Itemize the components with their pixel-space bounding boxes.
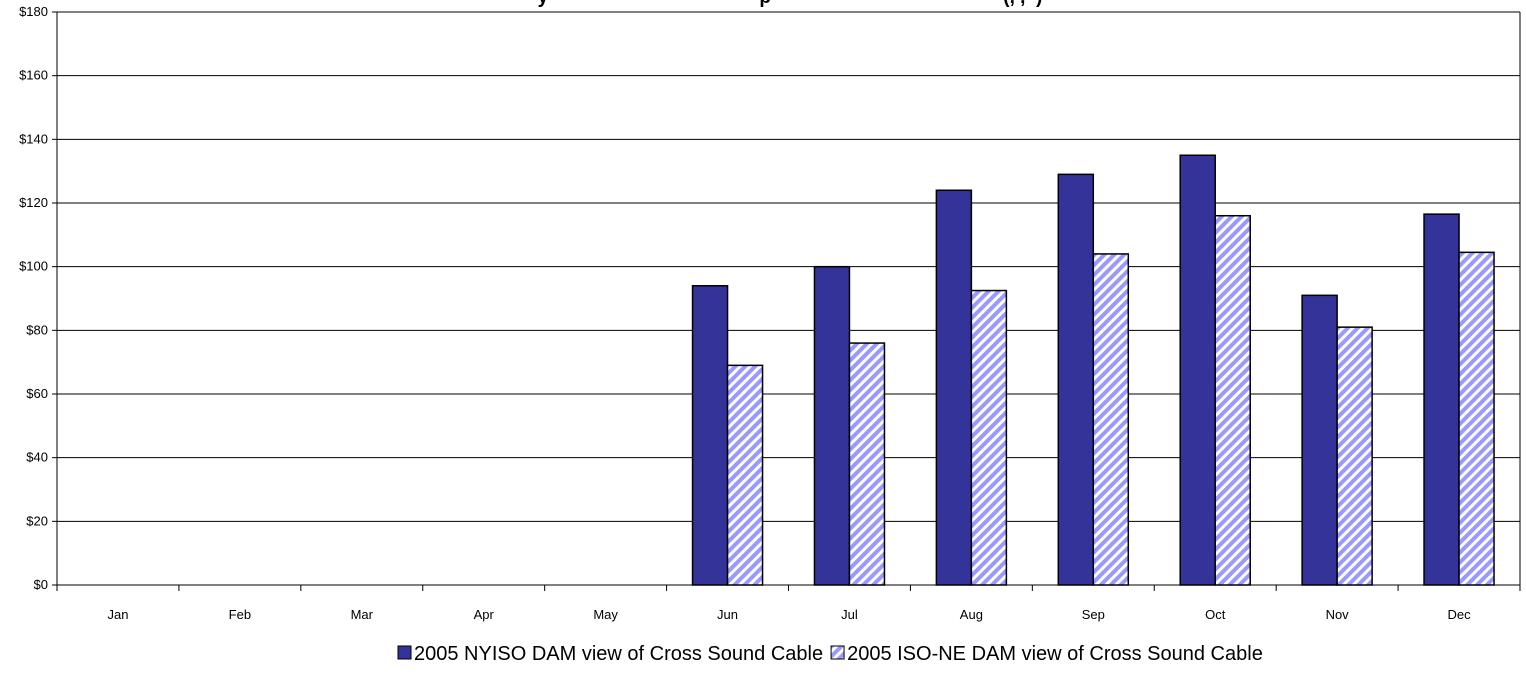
x-tick-label: Nov: [1326, 607, 1350, 622]
x-axis-ticks: Jan Feb Mar Apr May Jun Jul Aug Sep Oct Nov Dec: [56, 585, 1521, 622]
bar-series1-jul: [813, 265, 851, 586]
x-tick-label: Feb: [229, 607, 251, 622]
y-tick-label: $140: [19, 131, 48, 146]
bars: [691, 154, 1495, 586]
x-tick-label: Jun: [717, 607, 738, 622]
chart-title: y p (, , ): [538, 0, 1043, 8]
legend: 2005 NYISO DAM view of Cross Sound Cable…: [397, 643, 1263, 665]
x-tick-label: Dec: [1447, 607, 1471, 622]
bar-series2-dec: [1458, 251, 1495, 586]
legend-label-2: 2005 ISO-NE DAM view of Cross Sound Cabl…: [847, 643, 1263, 665]
bar-series2-sep: [1092, 253, 1130, 586]
x-tick-label: Apr: [474, 607, 495, 622]
x-tick-label: Oct: [1205, 607, 1226, 622]
bar-series2-oct: [1214, 214, 1251, 586]
bar-series1-sep: [1057, 173, 1095, 586]
y-tick-label: $0: [34, 577, 48, 592]
bar-series1-oct: [1179, 154, 1216, 586]
y-tick-label: $40: [26, 450, 48, 465]
y-tick-label: $20: [26, 513, 48, 528]
bar-series2-aug: [970, 289, 1008, 586]
bar-series2-nov: [1336, 326, 1373, 586]
axes: [56, 11, 1521, 586]
bar-series1-dec: [1423, 213, 1460, 586]
y-tick-label: $80: [26, 322, 48, 337]
bar-series1-jun: [691, 285, 729, 586]
x-tick-label: Sep: [1082, 607, 1105, 622]
x-tick-label: Jul: [841, 607, 858, 622]
y-tick-label: $60: [26, 386, 48, 401]
x-tick-label: Jan: [107, 607, 128, 622]
bar-series1-nov: [1301, 294, 1338, 586]
bar-series2-jun: [726, 364, 764, 586]
gridlines: [57, 11, 1520, 586]
legend-label-1: 2005 NYISO DAM view of Cross Sound Cable: [414, 643, 823, 665]
bar-series1-aug: [935, 189, 973, 586]
legend-swatch-2: [830, 645, 845, 660]
x-tick-label: May: [593, 607, 618, 622]
y-tick-label: $160: [19, 68, 48, 83]
y-tick-label: $100: [19, 259, 48, 274]
x-tick-label: Aug: [960, 607, 983, 622]
x-tick-label: Mar: [351, 607, 374, 622]
y-tick-label: $180: [19, 4, 48, 19]
bar-series2-jul: [848, 342, 886, 586]
y-axis-ticks: $0 $20 $40 $60 $80 $100 $120 $140 $160 $180: [19, 4, 57, 592]
legend-swatch-1: [397, 645, 412, 660]
y-tick-label: $120: [19, 195, 48, 210]
